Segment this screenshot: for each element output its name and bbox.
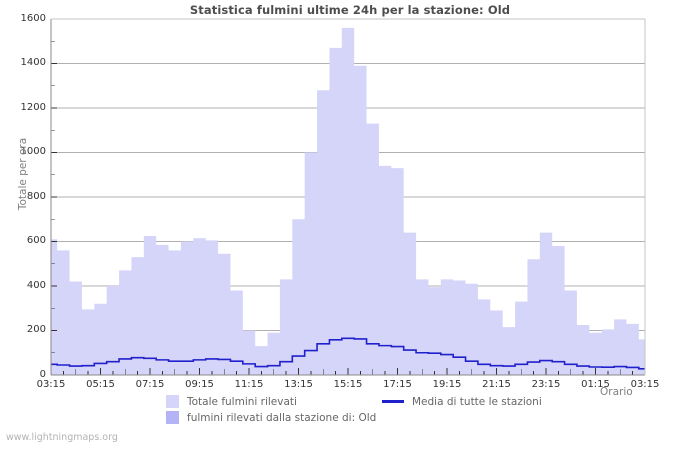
y-tick-label: 200 <box>26 324 46 335</box>
y-tick-label: 1600 <box>20 12 46 24</box>
x-tick-label: 19:15 <box>432 379 462 390</box>
y-tick-label: 1400 <box>20 57 46 68</box>
y-tick-label: 800 <box>26 190 46 202</box>
x-tick-label: 13:15 <box>284 379 313 390</box>
legend-item-station: fulmini rilevati dalla stazione di: Old <box>166 410 376 425</box>
x-tick-label: 01:15 <box>581 379 610 390</box>
line-series-group <box>51 337 645 370</box>
chart-title: Statistica fulmini ultime 24h per la sta… <box>189 3 511 17</box>
legend-label-average: Media di tutte le stazioni <box>412 395 542 408</box>
y-tick-label: 1200 <box>20 101 46 113</box>
x-tick-label: 21:15 <box>482 379 511 390</box>
x-tick-label: 03:15 <box>36 379 66 390</box>
legend-line-average <box>382 400 404 403</box>
x-axis-title: Orario <box>600 386 633 398</box>
x-tick-label: 11:15 <box>234 379 264 390</box>
legend-label-station: fulmini rilevati dalla stazione di: Old <box>187 411 377 424</box>
x-tick-label: 03:15 <box>630 379 660 390</box>
x-tick-label: 05:15 <box>86 379 115 390</box>
y-tick-label: 1000 <box>20 146 46 157</box>
legend-item-total: Totale fulmini rilevati <box>166 394 297 409</box>
y-tick-label: 600 <box>26 235 46 246</box>
x-tick-label: 09:15 <box>185 379 214 390</box>
x-tick-label: 15:15 <box>333 379 363 390</box>
legend-swatch-station <box>166 411 179 424</box>
y-tick-label: 0 <box>39 368 46 380</box>
x-tick-label: 17:15 <box>383 379 412 390</box>
axis-frame <box>50 18 646 376</box>
x-tick-label: 07:15 <box>135 379 165 390</box>
plot-area <box>50 18 646 376</box>
y-axis-title: Totale per ora <box>17 137 29 211</box>
y-tick-label: 400 <box>26 279 46 291</box>
chart-legend: Totale fulmini rilevati fulmini rilevati… <box>0 394 700 426</box>
legend-item-average: Media di tutte le stazioni <box>382 394 542 409</box>
area-series-group <box>51 27 645 376</box>
legend-swatch-total <box>166 395 179 408</box>
area-total-fulmini <box>51 27 645 376</box>
legend-label-total: Totale fulmini rilevati <box>187 395 297 408</box>
x-tick-label: 23:15 <box>531 379 561 390</box>
watermark: www.lightningmaps.org <box>6 432 118 443</box>
line-media-stazioni <box>51 337 645 370</box>
